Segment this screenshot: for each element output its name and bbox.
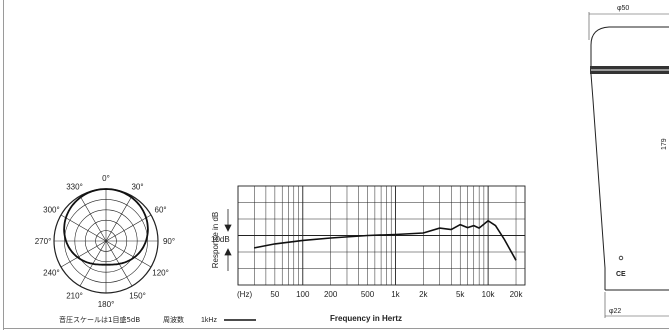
- mic-switch: [618, 255, 624, 261]
- frequency-axis-label: Frequency in Hertz: [330, 314, 402, 323]
- frequency-tick-label: 20k: [510, 290, 524, 299]
- frequency-tick-label: 10k: [482, 290, 496, 299]
- scale-arrow: [224, 209, 232, 271]
- polar-angle-label: 30°: [131, 182, 143, 191]
- polar-angle-label: 330°: [66, 182, 83, 191]
- response-axis-label: Response in dB: [211, 212, 220, 268]
- scale-10db-label: 10dB: [211, 235, 230, 244]
- length-label: 179: [661, 138, 668, 150]
- legend-frequency: 1kHz: [201, 317, 217, 324]
- polar-spoke: [60, 240, 107, 268]
- frequency-unit-label: (Hz): [237, 290, 252, 299]
- top-diameter-label: φ50: [617, 5, 629, 12]
- polar-angle-label: 240°: [43, 269, 60, 278]
- polar-angle-label: 120°: [152, 269, 169, 278]
- page-border-left: [3, 0, 4, 330]
- polar-angle-label: 150°: [129, 292, 146, 301]
- mic-body: [590, 73, 606, 290]
- frequency-response-curve: [254, 219, 517, 261]
- page-border-bottom: [3, 328, 669, 329]
- microphone-drawing: φ50 CE 179 φ22: [588, 5, 669, 318]
- frequency-tick-label: 200: [324, 290, 338, 299]
- frequency-label: 周波数: [163, 315, 184, 324]
- frequency-tick-label: 1k: [391, 290, 400, 299]
- ce-mark: CE: [616, 271, 626, 278]
- polar-angle-label: 210°: [66, 292, 83, 301]
- polar-angle-label: 180°: [98, 300, 115, 309]
- polar-angle-label: 0°: [102, 174, 110, 183]
- polar-spoke: [105, 240, 152, 268]
- mic-head: [590, 26, 669, 68]
- polar-spoke: [79, 195, 107, 242]
- frequency-response-chart: 50 100 200 500 1k 2k 5k 10k 20k (Hz) Response in…: [211, 185, 526, 323]
- polar-pattern-chart: 0° 30° 60° 90° 120° 150° 180° 210° 240° 270° 300° 3…: [35, 174, 175, 309]
- polar-grid: [53, 188, 159, 294]
- frequency-tick-label: 100: [296, 290, 310, 299]
- frequency-tick-label: 50: [270, 290, 279, 299]
- polar-pattern-curve: [63, 188, 149, 266]
- polar-spoke: [105, 195, 133, 242]
- polar-angle-labels: 0° 30° 60° 90° 120° 150° 180° 210° 240° 270° 300° 3…: [35, 174, 175, 309]
- polar-angle-label: 270°: [35, 237, 52, 246]
- frequency-grid: [237, 185, 526, 286]
- bottom-diameter-label: φ22: [609, 308, 621, 315]
- frequency-tick-labels: 50 100 200 500 1k 2k 5k 10k 20k: [270, 290, 523, 299]
- polar-angle-label: 300°: [43, 206, 60, 215]
- polar-angle-label: 60°: [155, 206, 167, 215]
- frequency-tick-label: 500: [361, 290, 375, 299]
- polar-spoke: [105, 214, 152, 242]
- frequency-tick-label: 2k: [419, 290, 428, 299]
- polar-legend: 音圧スケールは1目盛5dB 周波数 1kHz: [59, 315, 256, 324]
- polar-angle-label: 90°: [163, 237, 175, 246]
- polar-spoke: [60, 214, 107, 242]
- frequency-tick-label: 5k: [456, 290, 465, 299]
- scale-note: 音圧スケールは1目盛5dB: [59, 315, 140, 324]
